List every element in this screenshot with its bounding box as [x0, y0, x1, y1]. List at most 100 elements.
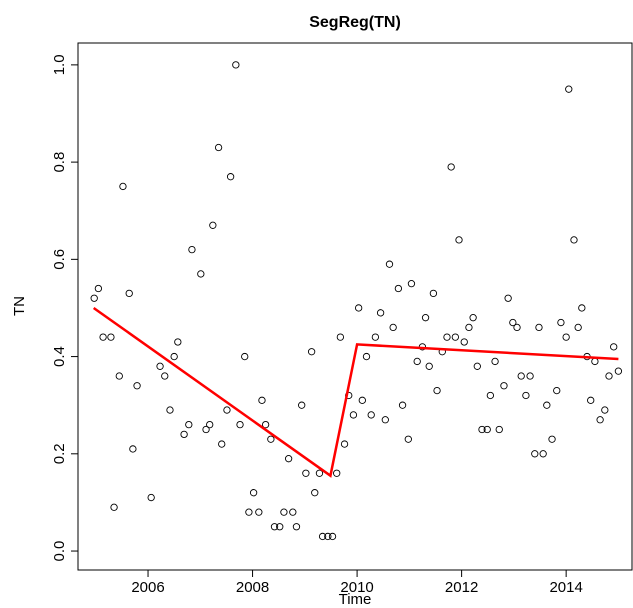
data-point: [539, 450, 547, 458]
data-point: [491, 357, 499, 366]
data-point: [473, 362, 481, 370]
data-point: [110, 503, 118, 511]
data-point: [328, 532, 337, 541]
data-point: [469, 314, 477, 322]
x-tick-label: 2006: [131, 579, 164, 596]
y-tick-label: 1.0: [51, 54, 68, 75]
y-tick-label: 0.2: [51, 443, 68, 464]
data-point: [129, 445, 137, 453]
data-point: [407, 280, 416, 288]
data-point: [349, 411, 358, 419]
data-point: [276, 523, 284, 531]
data-point: [371, 333, 380, 341]
data-point: [280, 508, 288, 516]
data-point: [209, 221, 217, 229]
x-tick-label: 2014: [549, 579, 582, 596]
data-point: [99, 333, 107, 341]
data-point: [610, 343, 618, 351]
data-point: [336, 333, 345, 341]
data-point: [107, 333, 115, 341]
data-point: [261, 420, 270, 429]
y-tick-label: 0.0: [51, 541, 68, 562]
data-point: [226, 173, 235, 181]
data-point: [174, 338, 182, 346]
data-point: [504, 294, 512, 302]
data-point: [398, 401, 407, 409]
data-point: [404, 435, 412, 443]
data-point: [156, 362, 164, 370]
data-point: [500, 382, 508, 390]
x-tick-label: 2008: [236, 579, 269, 596]
y-tick-label: 0.8: [51, 152, 68, 173]
data-point: [376, 309, 385, 317]
data-point: [517, 372, 525, 380]
data-point: [553, 386, 561, 395]
data-point: [236, 420, 244, 429]
data-point: [596, 416, 604, 424]
data-point: [147, 493, 155, 502]
data-point: [601, 406, 609, 414]
data-point: [292, 523, 301, 531]
plot-frame: [77, 42, 633, 571]
data-point: [443, 333, 451, 341]
data-point: [447, 163, 455, 171]
data-point: [206, 420, 214, 429]
data-point: [289, 508, 297, 516]
data-point: [267, 435, 275, 443]
data-point: [258, 396, 266, 404]
data-point: [483, 425, 491, 434]
data-point: [249, 489, 258, 497]
data-point: [340, 440, 349, 448]
data-point: [562, 333, 570, 341]
fit-line: [92, 306, 619, 478]
data-point: [358, 396, 366, 404]
data-point: [574, 323, 582, 332]
data-point: [578, 304, 586, 312]
x-axis-label: Time: [339, 591, 372, 608]
x-tick-label: 2012: [445, 579, 478, 596]
data-point: [94, 284, 103, 293]
data-point: [509, 318, 517, 327]
data-point: [202, 425, 210, 434]
data-point: [170, 352, 178, 361]
data-point: [460, 338, 468, 346]
data-point: [591, 357, 599, 366]
data-point: [455, 236, 463, 244]
data-point: [425, 362, 433, 370]
data-point: [570, 236, 578, 244]
data-point: [367, 411, 375, 419]
data-point: [311, 489, 319, 497]
data-point: [284, 455, 293, 463]
data-point: [381, 416, 389, 424]
data-point: [433, 386, 441, 395]
data-point: [614, 367, 623, 375]
data-point: [495, 425, 503, 434]
data-point: [214, 143, 223, 152]
data-point: [232, 61, 240, 69]
data-point: [535, 323, 543, 332]
data-point: [115, 372, 123, 380]
data-point: [245, 508, 253, 516]
data-point: [421, 314, 430, 322]
data-point: [255, 508, 263, 516]
data-point: [526, 372, 534, 380]
data-point: [90, 294, 98, 302]
data-point: [161, 372, 169, 380]
data-point: [185, 420, 193, 429]
data-point: [241, 352, 249, 361]
y-tick-label: 0.4: [51, 346, 68, 367]
data-point: [270, 523, 279, 531]
data-point: [333, 469, 341, 477]
data-point: [451, 333, 459, 341]
data-point: [389, 323, 397, 332]
data-point: [180, 430, 188, 439]
data-point: [557, 318, 565, 327]
y-axis-label: TN: [11, 296, 28, 316]
data-point: [486, 391, 495, 400]
data-point: [307, 348, 316, 356]
data-point: [355, 304, 363, 312]
data-point: [197, 270, 205, 278]
data-point: [465, 323, 473, 332]
data-point: [531, 450, 539, 458]
data-point: [565, 85, 573, 93]
